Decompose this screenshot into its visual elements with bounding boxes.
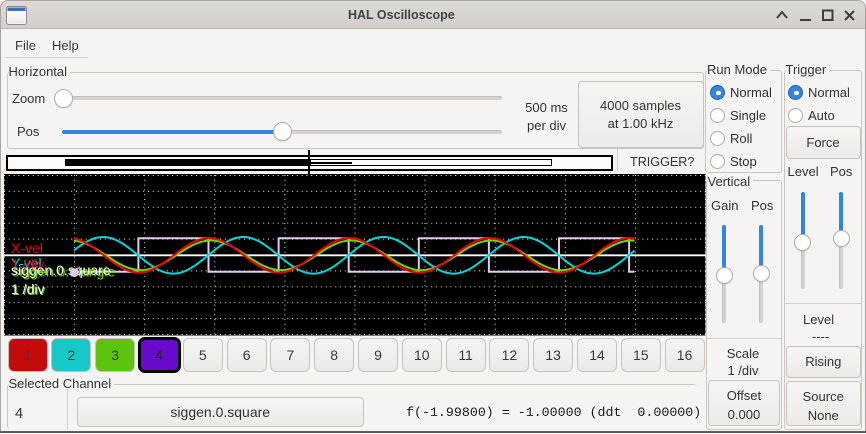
svg-text:siggen.0.triangle: siggen.0.triangle <box>13 263 116 279</box>
svg-text:1 /div: 1 /div <box>12 282 45 298</box>
svg-text:siggen.0.square: siggen.0.square <box>11 262 111 278</box>
svg-text:X-vel: X-vel <box>11 240 43 256</box>
svg-text:1 /div: 1 /div <box>11 256 44 272</box>
svg-text:Y-vel: Y-vel <box>11 255 42 271</box>
svg-text:1 /div: 1 /div <box>11 281 44 297</box>
